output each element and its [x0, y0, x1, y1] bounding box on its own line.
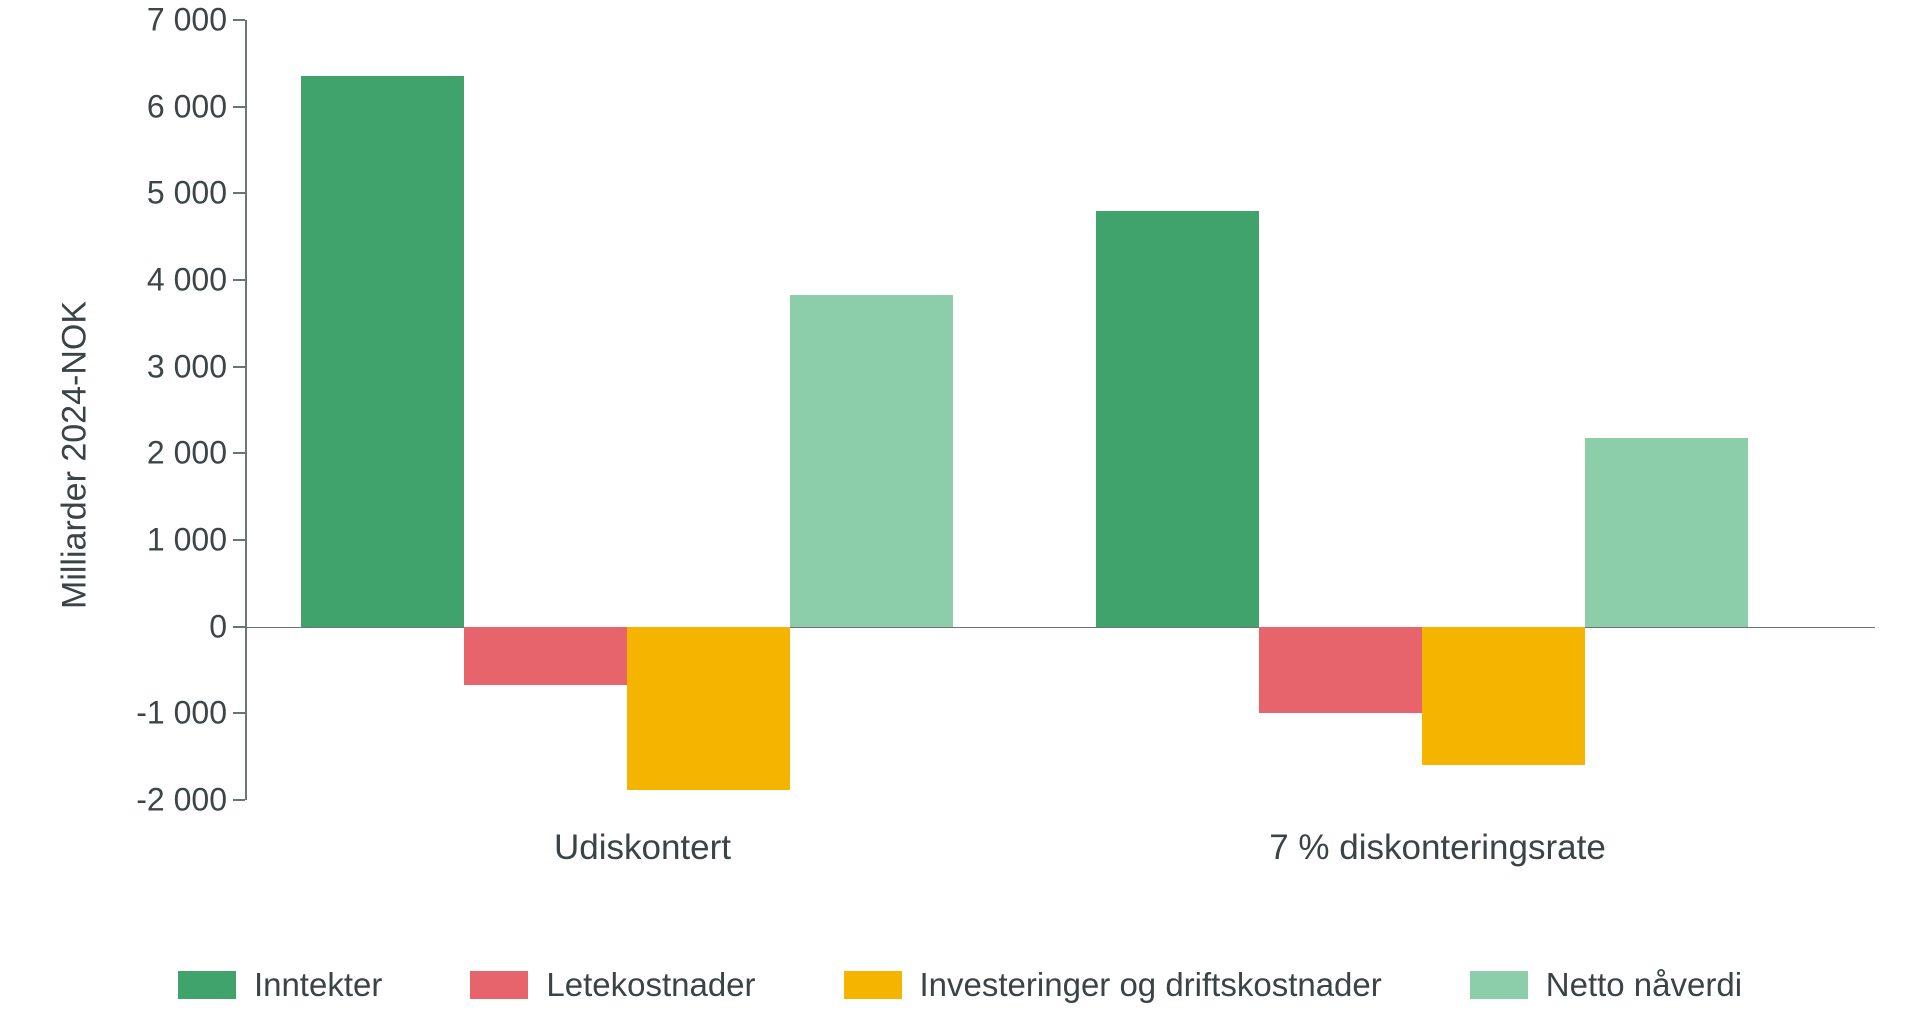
legend-swatch: [844, 971, 902, 999]
legend-swatch: [1470, 971, 1528, 999]
y-tick-label: 2 000: [147, 435, 245, 472]
bar: [627, 627, 790, 790]
category-label: 7 % diskonteringsrate: [1269, 800, 1606, 868]
y-tick-label: 4 000: [147, 261, 245, 298]
y-tick-label: -1 000: [136, 695, 245, 732]
category-label: Udiskontert: [554, 800, 731, 868]
bar: [790, 295, 953, 627]
legend-label: Letekostnader: [546, 966, 755, 1004]
y-tick-mark: [233, 192, 245, 194]
y-tick-mark: [233, 799, 245, 801]
bar: [1096, 211, 1259, 627]
chart-container: Milliarder 2024-NOK -2 000-1 00001 0002 …: [65, 20, 1875, 890]
y-tick-mark: [233, 452, 245, 454]
y-tick-mark: [233, 712, 245, 714]
legend-label: Netto nåverdi: [1546, 966, 1742, 1004]
y-tick-label: -2 000: [136, 782, 245, 819]
y-tick-label: 7 000: [147, 2, 245, 39]
plot-area: -2 000-1 00001 0002 0003 0004 0005 0006 …: [245, 20, 1835, 800]
legend: Inntekter Letekostnader Investeringer og d…: [0, 966, 1920, 1004]
bar: [1259, 627, 1422, 714]
y-tick-mark: [233, 366, 245, 368]
y-tick-mark: [233, 106, 245, 108]
y-tick-mark: [233, 626, 245, 628]
bar: [301, 76, 464, 626]
bar: [1585, 438, 1748, 627]
legend-swatch: [470, 971, 528, 999]
y-tick-mark: [233, 19, 245, 21]
legend-swatch: [178, 971, 236, 999]
bar: [1422, 627, 1585, 766]
y-tick-label: 1 000: [147, 521, 245, 558]
legend-label: Investeringer og driftskostnader: [920, 966, 1382, 1004]
legend-label: Inntekter: [254, 966, 382, 1004]
y-tick-mark: [233, 539, 245, 541]
legend-item: Inntekter: [178, 966, 382, 1004]
y-tick-label: 5 000: [147, 175, 245, 212]
y-axis-label: Milliarder 2024-NOK: [56, 301, 95, 609]
bar: [464, 627, 627, 685]
legend-item: Netto nåverdi: [1470, 966, 1742, 1004]
legend-item: Investeringer og driftskostnader: [844, 966, 1382, 1004]
legend-item: Letekostnader: [470, 966, 755, 1004]
y-tick-mark: [233, 279, 245, 281]
y-tick-label: 3 000: [147, 348, 245, 385]
y-tick-label: 6 000: [147, 88, 245, 125]
y-axis-line: [245, 20, 247, 800]
